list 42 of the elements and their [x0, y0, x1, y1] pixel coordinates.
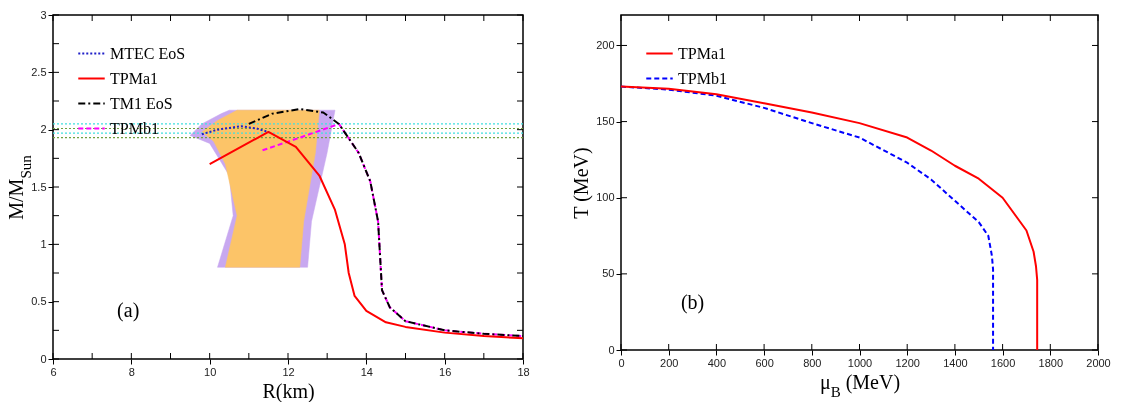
x-tick-label: 6	[50, 365, 57, 378]
x-tick-label: 18	[517, 365, 530, 378]
y-tick-label: 200	[596, 38, 615, 51]
legend-label: TPMa1	[110, 69, 158, 87]
legend-label: TM1 EoS	[110, 94, 173, 112]
y-tick-label: 0.5	[31, 295, 47, 308]
x-tick-label: 200	[660, 356, 679, 369]
legend-label: TPMb1	[678, 69, 727, 87]
x-tick-label: 8	[128, 365, 135, 378]
x-tick-label: 14	[360, 365, 373, 378]
y-tick-label: 150	[596, 115, 615, 128]
x-tick-label: 1600	[990, 356, 1016, 369]
x-tick-label: 400	[707, 356, 727, 369]
y-tick-label: 2.5	[31, 65, 47, 78]
y-tick-label: 2	[40, 123, 47, 136]
x-tick-label: 600	[755, 356, 774, 369]
x-tick-label: 1000	[847, 356, 873, 369]
line-series	[208, 130, 524, 340]
y-tick-label: 0	[608, 343, 615, 356]
line-series	[200, 125, 270, 136]
y-tick-label: 50	[602, 267, 615, 280]
x-tick-label: 0	[618, 356, 625, 369]
legend-label: MTEC EoS	[110, 44, 186, 62]
x-tick-label: 16	[439, 365, 452, 378]
annotation: (b)	[680, 291, 705, 315]
annotation: (a)	[117, 298, 140, 322]
x-tick-label: 10	[204, 365, 217, 378]
x-tick-label: 12	[282, 365, 295, 378]
y-axis-title: T (MeV)	[570, 147, 594, 219]
y-tick-label: 3	[40, 8, 47, 21]
x-axis-title: R(km)	[262, 379, 315, 403]
legend-label: TPMb1	[110, 119, 159, 137]
x-tick-label: 2000	[1086, 356, 1111, 369]
y-tick-label: 100	[596, 191, 615, 204]
x-tick-label: 1800	[1038, 356, 1064, 369]
x-tick-label: 1200	[895, 356, 920, 369]
legend-label: TPMa1	[678, 44, 726, 62]
x-tick-label: 800	[803, 356, 822, 369]
x-axis-title: μ$_{B}$ (MeV)	[819, 370, 901, 400]
y-tick-label: 1	[40, 237, 47, 250]
y-tick-label: 1.5	[31, 180, 47, 193]
x-tick-label: 1400	[943, 356, 968, 369]
